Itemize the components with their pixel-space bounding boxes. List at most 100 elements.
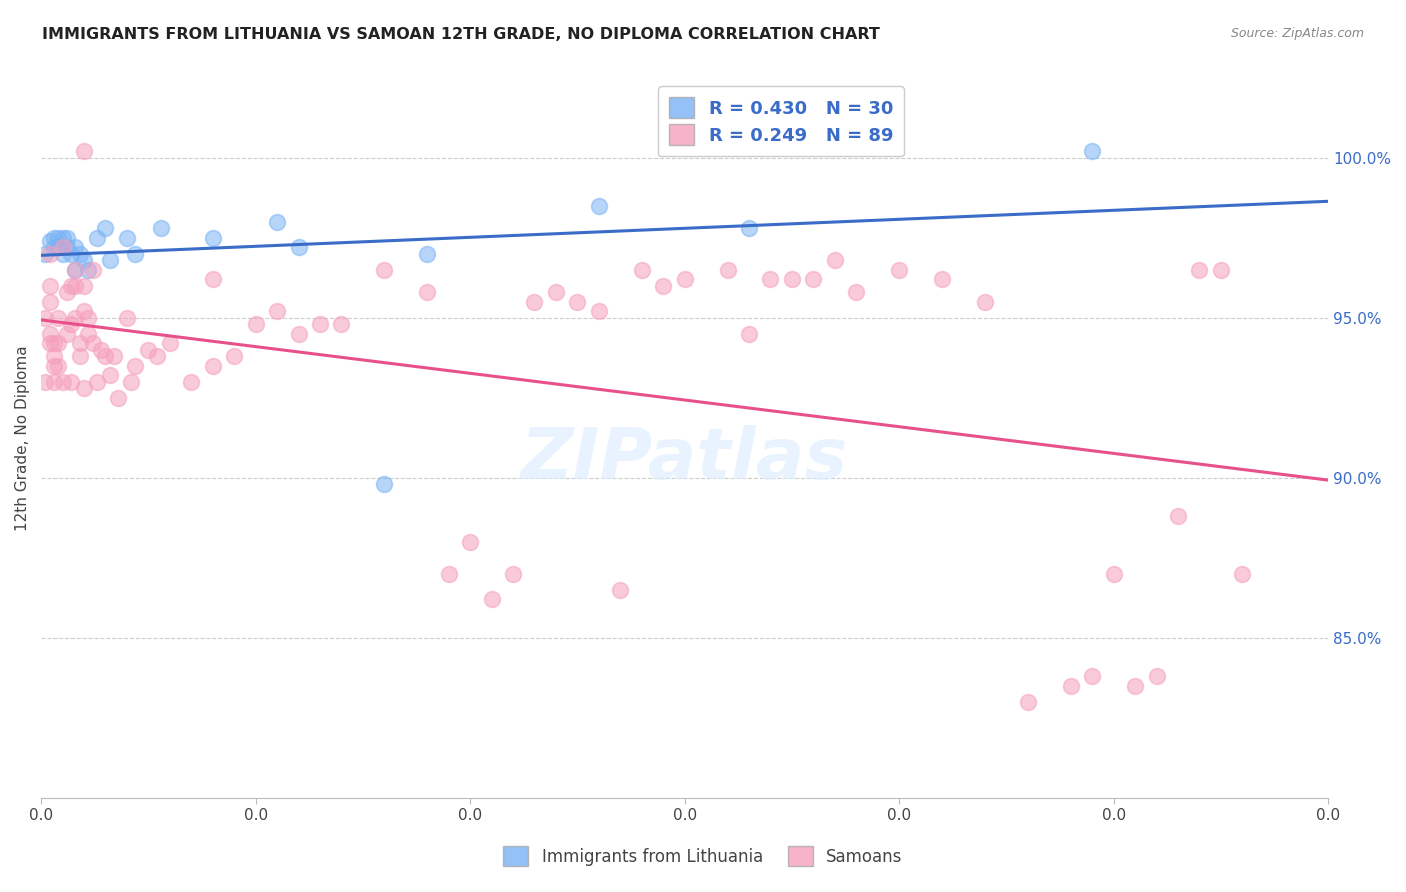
Point — [38, 246, 60, 260]
Point — [588, 198, 610, 212]
Point — [60, 375, 83, 389]
Point — [1167, 509, 1189, 524]
Point — [887, 262, 910, 277]
Point — [65, 262, 87, 277]
Point — [51, 240, 73, 254]
Point — [1232, 566, 1254, 581]
Point — [94, 221, 117, 235]
Point — [150, 221, 173, 235]
Point — [42, 336, 65, 351]
Point — [73, 252, 96, 267]
Point — [673, 272, 696, 286]
Point — [60, 278, 83, 293]
Point — [65, 278, 87, 293]
Point — [738, 326, 761, 341]
Point — [69, 336, 91, 351]
Point — [138, 343, 160, 357]
Point — [716, 262, 738, 277]
Point — [46, 310, 69, 325]
Point — [201, 272, 224, 286]
Point — [34, 246, 56, 260]
Point — [824, 252, 846, 267]
Point — [38, 336, 60, 351]
Point — [266, 304, 288, 318]
Point — [330, 317, 353, 331]
Point — [38, 234, 60, 248]
Point — [801, 272, 824, 286]
Point — [1123, 679, 1146, 693]
Point — [46, 230, 69, 244]
Point — [42, 240, 65, 254]
Point — [437, 566, 460, 581]
Point — [34, 375, 56, 389]
Point — [287, 240, 309, 254]
Point — [60, 246, 83, 260]
Point — [82, 262, 104, 277]
Point — [34, 310, 56, 325]
Point — [38, 278, 60, 293]
Point — [56, 240, 79, 254]
Point — [115, 230, 138, 244]
Point — [103, 349, 125, 363]
Legend: R = 0.430   N = 30, R = 0.249   N = 89: R = 0.430 N = 30, R = 0.249 N = 89 — [658, 87, 904, 156]
Point — [609, 582, 631, 597]
Point — [373, 262, 395, 277]
Point — [1188, 262, 1211, 277]
Text: IMMIGRANTS FROM LITHUANIA VS SAMOAN 12TH GRADE, NO DIPLOMA CORRELATION CHART: IMMIGRANTS FROM LITHUANIA VS SAMOAN 12TH… — [42, 27, 880, 42]
Point — [567, 294, 589, 309]
Point — [224, 349, 246, 363]
Point — [180, 375, 202, 389]
Point — [523, 294, 546, 309]
Point — [56, 285, 79, 299]
Point — [56, 230, 79, 244]
Text: ZIPatlas: ZIPatlas — [522, 425, 848, 494]
Point — [588, 304, 610, 318]
Point — [1209, 262, 1232, 277]
Point — [780, 272, 803, 286]
Point — [42, 230, 65, 244]
Point — [86, 230, 108, 244]
Point — [1060, 679, 1083, 693]
Point — [458, 534, 481, 549]
Point — [974, 294, 997, 309]
Point — [38, 326, 60, 341]
Point — [502, 566, 524, 581]
Point — [98, 252, 121, 267]
Point — [73, 304, 96, 318]
Point — [115, 310, 138, 325]
Point — [1017, 695, 1039, 709]
Point — [94, 349, 117, 363]
Point — [309, 317, 332, 331]
Point — [544, 285, 567, 299]
Point — [1102, 566, 1125, 581]
Point — [51, 230, 73, 244]
Point — [1081, 669, 1104, 683]
Point — [51, 246, 73, 260]
Point — [159, 336, 181, 351]
Point — [201, 230, 224, 244]
Point — [86, 375, 108, 389]
Point — [416, 285, 439, 299]
Point — [245, 317, 267, 331]
Text: Source: ZipAtlas.com: Source: ZipAtlas.com — [1230, 27, 1364, 40]
Point — [146, 349, 169, 363]
Legend: Immigrants from Lithuania, Samoans: Immigrants from Lithuania, Samoans — [495, 838, 911, 875]
Point — [69, 246, 91, 260]
Point — [120, 375, 142, 389]
Point — [373, 477, 395, 491]
Point — [73, 144, 96, 158]
Point — [652, 278, 675, 293]
Point — [416, 246, 439, 260]
Point — [845, 285, 868, 299]
Point — [738, 221, 761, 235]
Point — [73, 278, 96, 293]
Point — [287, 326, 309, 341]
Point — [42, 359, 65, 373]
Point — [124, 246, 146, 260]
Point — [51, 375, 73, 389]
Point — [82, 336, 104, 351]
Point — [65, 262, 87, 277]
Point — [90, 343, 112, 357]
Point — [42, 375, 65, 389]
Point — [56, 326, 79, 341]
